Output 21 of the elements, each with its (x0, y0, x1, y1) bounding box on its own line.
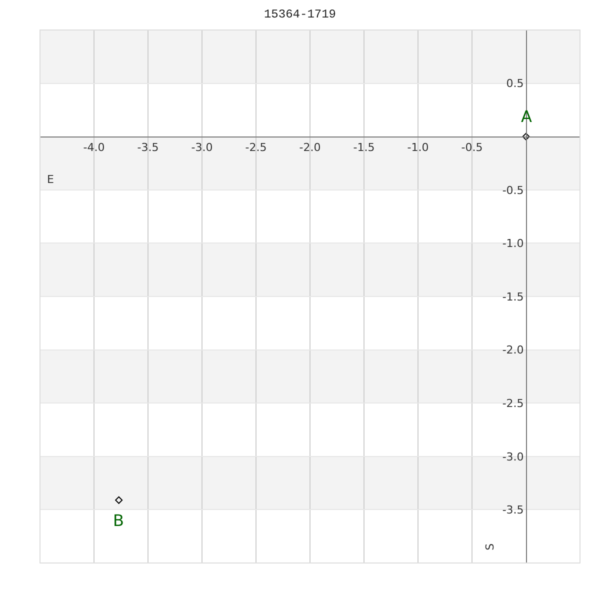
x-tick-label: -4.0 (83, 140, 105, 154)
y-tick-label: -3.0 (502, 450, 524, 464)
y-tick-label: -2.5 (502, 396, 524, 410)
y-axis-title: S (484, 543, 497, 550)
y-tick-label: -1.5 (502, 290, 524, 304)
x-tick-label: -3.5 (137, 140, 159, 154)
y-tick-label: -0.5 (502, 184, 524, 197)
x-tick-label: -3.0 (191, 140, 213, 154)
y-tick-label: -1.0 (502, 237, 524, 250)
x-axis-title: E (47, 173, 54, 186)
x-tick-label: -1.5 (353, 140, 375, 154)
chart-title: 15364-1719 (264, 7, 336, 22)
x-tick-label: -1.0 (407, 140, 429, 154)
annotation: A (521, 107, 532, 126)
x-tick-label: -0.5 (461, 140, 483, 154)
x-tick-label: -2.5 (245, 140, 267, 154)
y-tick-label: 0.5 (506, 77, 524, 90)
y-tick-label: -2.0 (502, 344, 524, 357)
y-tick-label: -3.5 (502, 504, 524, 517)
x-tick-label: -2.0 (299, 140, 321, 154)
annotation: B (113, 511, 124, 530)
